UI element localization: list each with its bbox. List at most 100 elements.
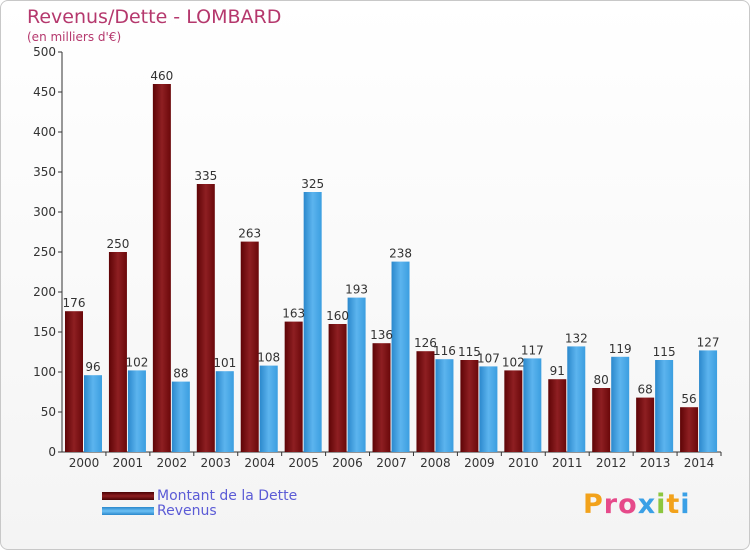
data-label-revenue-2008: 116 xyxy=(433,344,456,358)
x-tick-label: 2010 xyxy=(508,456,539,470)
data-label-debt-2004: 263 xyxy=(238,227,261,241)
proxiti-logo: Proxiti xyxy=(583,489,691,520)
data-label-revenue-2005: 325 xyxy=(301,177,324,191)
legend-swatch-debt xyxy=(102,492,154,500)
chart-title: Revenus/Dette - LOMBARD xyxy=(27,6,282,28)
bar-debt-2004 xyxy=(240,241,259,452)
data-label-debt-2000: 176 xyxy=(63,296,86,310)
data-label-debt-2006: 160 xyxy=(326,309,349,323)
data-label-revenue-2002: 88 xyxy=(173,367,188,381)
bar-revenue-2003 xyxy=(215,371,234,452)
data-label-revenue-2006: 193 xyxy=(345,283,368,297)
bar-revenue-2000 xyxy=(84,375,102,452)
x-tick-label: 2012 xyxy=(596,456,627,470)
y-tick-label: 450 xyxy=(33,85,56,99)
bar-debt-2009 xyxy=(460,360,479,452)
bar-debt-2000 xyxy=(65,311,83,452)
bar-debt-2014 xyxy=(680,407,699,452)
logo-letter: t xyxy=(666,489,681,520)
bar-revenue-2014 xyxy=(699,350,718,452)
bar-debt-2006 xyxy=(328,324,347,452)
bar-revenue-2011 xyxy=(567,346,586,452)
bar-revenue-2009 xyxy=(479,366,498,452)
x-tick-label: 2000 xyxy=(69,456,100,470)
x-tick-label: 2002 xyxy=(157,456,188,470)
data-label-debt-2007: 136 xyxy=(370,328,393,342)
y-tick-label: 150 xyxy=(33,325,56,339)
y-tick-label: 400 xyxy=(33,125,56,139)
bar-revenue-2005 xyxy=(303,192,322,452)
logo-letter: r xyxy=(603,489,619,520)
bar-revenue-2010 xyxy=(523,358,542,452)
chart-subtitle: (en milliers d'€) xyxy=(27,30,122,44)
bar-debt-2012 xyxy=(592,388,611,452)
data-label-debt-2010: 102 xyxy=(502,355,525,369)
data-label-revenue-2003: 101 xyxy=(213,356,236,370)
bar-debt-2005 xyxy=(284,321,303,452)
bar-debt-2002 xyxy=(152,84,171,452)
x-tick-label: 2013 xyxy=(640,456,671,470)
x-tick-label: 2003 xyxy=(200,456,231,470)
bar-debt-2001 xyxy=(108,252,127,452)
bar-debt-2003 xyxy=(196,184,215,452)
data-label-debt-2003: 335 xyxy=(194,169,217,183)
data-label-debt-2012: 80 xyxy=(594,373,609,387)
bar-revenue-2006 xyxy=(347,297,366,452)
data-label-revenue-2000: 96 xyxy=(85,360,100,374)
data-label-revenue-2010: 117 xyxy=(521,343,544,357)
bar-revenue-2008 xyxy=(435,359,454,452)
data-label-debt-2008: 126 xyxy=(414,336,437,350)
data-label-debt-2013: 68 xyxy=(637,383,652,397)
data-label-revenue-2012: 119 xyxy=(609,342,632,356)
y-tick-label: 50 xyxy=(41,405,56,419)
chart-bars xyxy=(65,84,718,452)
y-tick-label: 500 xyxy=(33,45,56,59)
data-label-debt-2009: 115 xyxy=(458,345,481,359)
bar-revenue-2007 xyxy=(391,261,410,452)
logo-letter: o xyxy=(618,489,638,520)
bar-revenue-2002 xyxy=(171,381,190,452)
logo-letter: i xyxy=(680,489,691,520)
chart-axes: 0 50 100 150 200 250 300 350 400 450 500 2000 2001 20… xyxy=(33,45,722,470)
bar-revenue-2012 xyxy=(611,356,630,452)
data-label-debt-2014: 56 xyxy=(681,392,696,406)
logo-letter: x xyxy=(637,489,657,520)
x-tick-label: 2005 xyxy=(288,456,319,470)
data-label-debt-2001: 250 xyxy=(106,237,129,251)
y-tick-label: 100 xyxy=(33,365,56,379)
bar-debt-2008 xyxy=(416,351,435,452)
legend-swatch-revenue xyxy=(102,507,154,515)
bar-debt-2007 xyxy=(372,343,391,452)
legend-item-debt: Montant de la Dette xyxy=(102,488,297,504)
y-tick-label: 300 xyxy=(33,205,56,219)
legend-label-debt: Montant de la Dette xyxy=(157,488,298,504)
bar-revenue-2004 xyxy=(259,365,278,452)
logo-letter: i xyxy=(656,489,667,520)
legend-item-revenue: Revenus xyxy=(102,503,217,519)
bar-revenue-2001 xyxy=(127,370,146,452)
x-tick-label: 2009 xyxy=(464,456,495,470)
x-tick-label: 2014 xyxy=(684,456,715,470)
x-tick-label: 2006 xyxy=(332,456,363,470)
data-label-debt-2002: 460 xyxy=(150,69,173,83)
data-label-revenue-2004: 108 xyxy=(257,351,280,365)
y-tick-label: 200 xyxy=(33,285,56,299)
chart-data-labels: 176 96 250 102 460 88 335 101 263 108 163 325 160 193… xyxy=(63,69,720,406)
y-tick-label: 0 xyxy=(48,445,56,459)
data-label-revenue-2014: 127 xyxy=(697,335,720,349)
data-label-debt-2011: 91 xyxy=(550,364,565,378)
data-label-revenue-2009: 107 xyxy=(477,351,500,365)
x-tick-label: 2007 xyxy=(376,456,407,470)
bar-debt-2011 xyxy=(548,379,567,452)
logo-letter: P xyxy=(583,489,604,520)
legend-label-revenue: Revenus xyxy=(157,503,217,519)
data-label-revenue-2013: 115 xyxy=(653,345,676,359)
x-tick-label: 2011 xyxy=(552,456,583,470)
x-tick-label: 2004 xyxy=(244,456,275,470)
data-label-revenue-2011: 132 xyxy=(565,331,588,345)
bar-debt-2010 xyxy=(504,370,523,452)
data-label-revenue-2001: 102 xyxy=(125,355,148,369)
y-tick-label: 350 xyxy=(33,165,56,179)
